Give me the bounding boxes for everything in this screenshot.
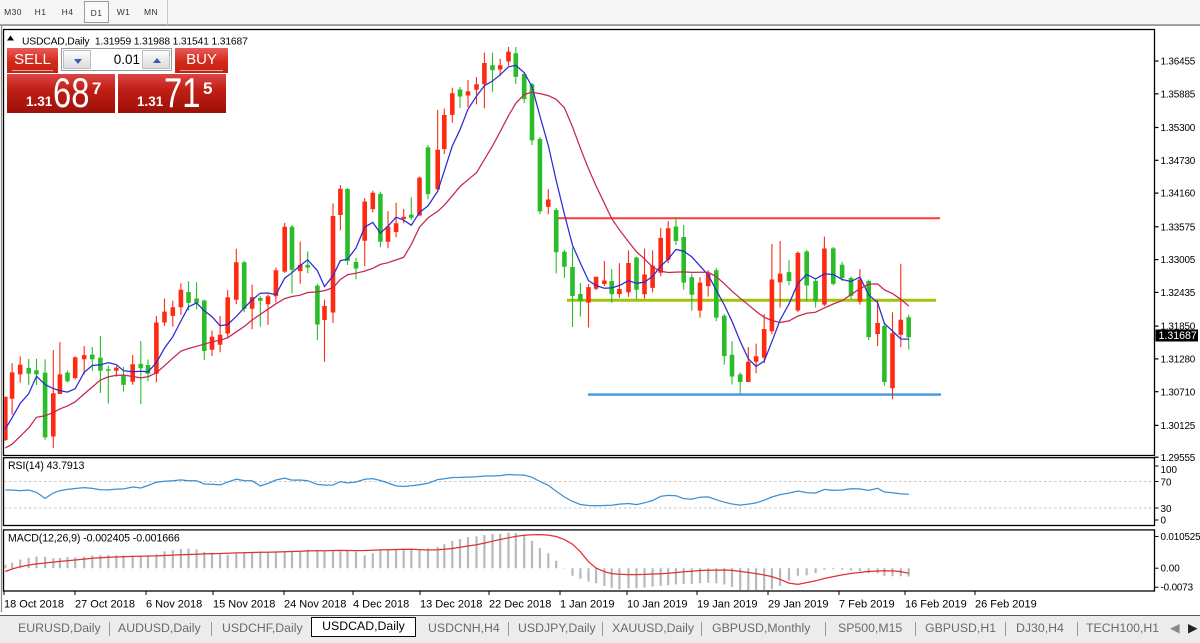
svg-text:1.36455: 1.36455 [1161, 57, 1196, 68]
svg-text:18 Oct 2018: 18 Oct 2018 [4, 599, 64, 611]
svg-text:1.32435: 1.32435 [1161, 288, 1196, 299]
svg-text:0.010525: 0.010525 [1161, 532, 1200, 543]
svg-text:30: 30 [1161, 504, 1172, 515]
svg-text:MACD(12,26,9) -0.002405 -0.001: MACD(12,26,9) -0.002405 -0.001666 [8, 533, 180, 545]
svg-text:1 Jan 2019: 1 Jan 2019 [560, 599, 614, 611]
svg-text:1.30125: 1.30125 [1161, 421, 1196, 432]
svg-text:26 Feb 2019: 26 Feb 2019 [975, 599, 1037, 611]
svg-text:1.31280: 1.31280 [1161, 355, 1196, 366]
svg-text:70: 70 [1161, 477, 1172, 488]
svg-text:24 Nov 2018: 24 Nov 2018 [284, 599, 346, 611]
svg-text:13 Dec 2018: 13 Dec 2018 [420, 599, 482, 611]
svg-text:10 Jan 2019: 10 Jan 2019 [627, 599, 688, 611]
svg-text:1.29555: 1.29555 [1161, 453, 1196, 464]
svg-text:6 Nov 2018: 6 Nov 2018 [146, 599, 202, 611]
svg-text:7 Feb 2019: 7 Feb 2019 [839, 599, 895, 611]
svg-text:4 Dec 2018: 4 Dec 2018 [353, 599, 409, 611]
svg-text:RSI(14) 43.7913: RSI(14) 43.7913 [8, 460, 84, 472]
svg-text:1.33575: 1.33575 [1161, 222, 1196, 233]
svg-text:1.34160: 1.34160 [1161, 189, 1196, 200]
svg-text:1.33005: 1.33005 [1161, 255, 1196, 266]
svg-text:USDCAD,Daily 1.31959 1.31988: USDCAD,Daily 1.31959 1.31988 1.31541 1.3… [22, 37, 248, 48]
svg-text:15 Nov 2018: 15 Nov 2018 [213, 599, 275, 611]
svg-text:1.35300: 1.35300 [1161, 123, 1196, 134]
svg-text:100: 100 [1161, 465, 1178, 476]
svg-text:0.00: 0.00 [1161, 564, 1181, 575]
svg-text:1.35885: 1.35885 [1161, 89, 1196, 100]
svg-text:22 Dec 2018: 22 Dec 2018 [489, 599, 551, 611]
svg-text:16 Feb 2019: 16 Feb 2019 [905, 599, 967, 611]
svg-text:27 Oct 2018: 27 Oct 2018 [75, 599, 135, 611]
svg-text:19 Jan 2019: 19 Jan 2019 [697, 599, 758, 611]
svg-text:1.34730: 1.34730 [1161, 156, 1196, 167]
svg-text:1.30710: 1.30710 [1161, 387, 1196, 398]
svg-text:29 Jan 2019: 29 Jan 2019 [768, 599, 829, 611]
svg-text:1.31850: 1.31850 [1161, 322, 1196, 333]
svg-text:0: 0 [1161, 516, 1167, 527]
svg-text:-0.0073: -0.0073 [1161, 583, 1194, 594]
svg-text:1.31687: 1.31687 [1159, 330, 1197, 342]
